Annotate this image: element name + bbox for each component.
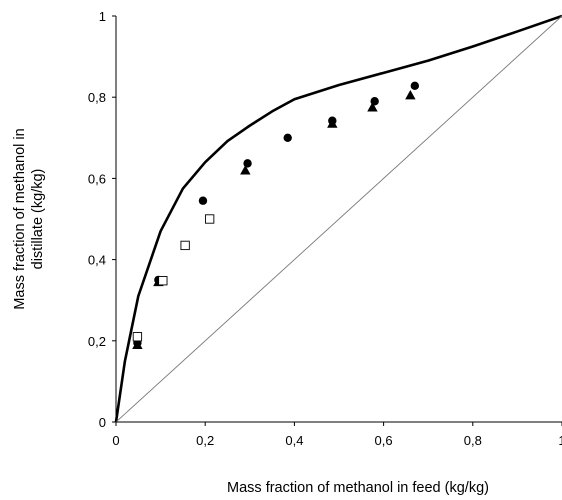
x-tick-label: 1: [558, 433, 562, 448]
x-tick-label: 0,6: [375, 433, 393, 448]
y-axis-title: Mass fraction of methanol in distillate …: [12, 128, 46, 309]
y-axis-title-line-2: distillate (kg/kg): [30, 169, 46, 270]
data-point-circle: [198, 196, 208, 205]
x-tick-label: 0: [112, 433, 119, 448]
data-point-square: [158, 276, 168, 286]
y-tick-label: 0,8: [88, 90, 106, 105]
data-point-triangle: [240, 165, 251, 175]
data-point-square: [205, 214, 215, 224]
ticks: 0 0,2 0,4 0,6 0,8 1 0 0,2 0,4 0,6 0,8 1: [88, 9, 562, 448]
equilibrium-curve: [114, 14, 562, 423]
data-point-square: [180, 240, 190, 251]
data-point-square: [132, 332, 143, 342]
axes: [115, 16, 562, 423]
y-tick-label: 0: [99, 415, 106, 430]
x-tick-label: 0,2: [196, 433, 214, 448]
y-tick-label: 0,6: [88, 171, 106, 186]
data-point-triangle: [132, 339, 143, 350]
diagonal-line: [115, 15, 562, 423]
data-point-circle: [410, 81, 420, 91]
data-point-triangle: [405, 89, 416, 100]
x-tick-label: 0,8: [464, 433, 482, 448]
y-tick-label: 0,2: [88, 334, 106, 349]
x-tick-label: 0,4: [285, 433, 303, 448]
curves: [114, 14, 562, 423]
data-point-triangle: [367, 102, 378, 112]
data-point-circle: [283, 133, 292, 142]
data-point-triangle: [327, 118, 338, 128]
markers: [132, 81, 420, 350]
y-tick-label: 1: [99, 9, 106, 24]
y-axis-title-line-1: Mass fraction of methanol in: [12, 128, 28, 309]
y-tick-label: 0,4: [88, 253, 106, 268]
data-point-circle: [243, 159, 252, 168]
x-axis-title: Mass fraction of methanol in feed (kg/kg…: [227, 480, 489, 496]
